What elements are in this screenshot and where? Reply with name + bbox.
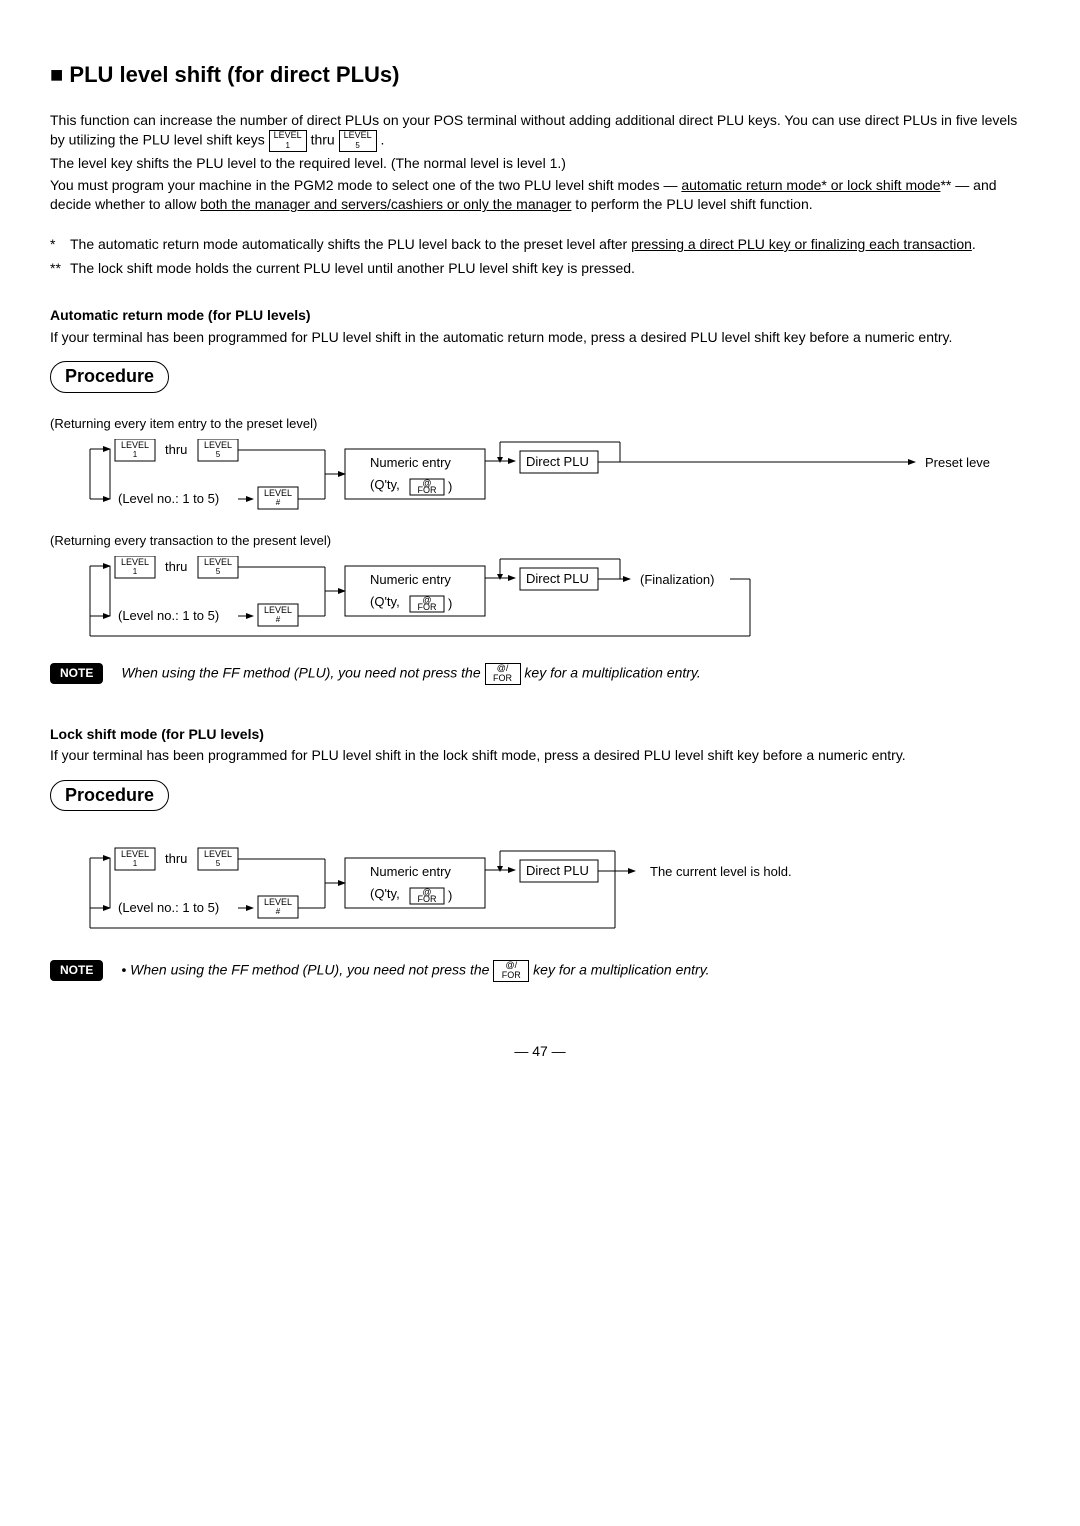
procedure-label-2: Procedure [50, 780, 169, 811]
note-badge-2: NOTE [50, 960, 103, 981]
svg-text:thru: thru [165, 851, 187, 866]
lock-shift-body: If your terminal has been programmed for… [50, 746, 1030, 766]
svg-text:Direct PLU: Direct PLU [526, 571, 589, 586]
svg-text:FOR: FOR [418, 894, 437, 904]
svg-text:#: # [276, 498, 281, 507]
svg-text:(Finalization): (Finalization) [640, 572, 714, 587]
section-title: PLU level shift (for direct PLUs) [50, 60, 1030, 91]
svg-text:(Q'ty,: (Q'ty, [370, 886, 400, 901]
diagram-2: LEVEL 1 thru LEVEL 5 (Level no.: 1 to 5)… [70, 556, 990, 641]
svg-text:Direct PLU: Direct PLU [526, 454, 589, 469]
note-2-text: • When using the FF method (PLU), you ne… [121, 960, 709, 982]
svg-text:Numeric entry: Numeric entry [370, 455, 451, 470]
diagram1-caption: (Returning every item entry to the prese… [50, 415, 1030, 433]
level1-key-icon: LEVEL1 [269, 130, 307, 152]
lock-shift-head: Lock shift mode (for PLU levels) [50, 725, 1030, 745]
svg-text:LEVEL: LEVEL [121, 557, 149, 567]
svg-text:LEVEL: LEVEL [204, 849, 232, 859]
svg-text:LEVEL: LEVEL [264, 488, 292, 498]
auto-return-body: If your terminal has been programmed for… [50, 328, 1030, 348]
intro-p2: The level key shifts the PLU level to th… [50, 154, 1030, 174]
svg-text:Preset level: Preset level [925, 455, 990, 470]
svg-text:): ) [448, 888, 452, 903]
svg-text:(Level no.: 1 to 5): (Level no.: 1 to 5) [118, 608, 219, 623]
intro-p1b: thru [311, 132, 339, 148]
svg-text:The current level is hold.: The current level is hold. [650, 864, 792, 879]
footnote-1: The automatic return mode automatically … [70, 235, 1030, 255]
for-key-icon-2: @/FOR [493, 960, 529, 982]
page-number: — 47 — [50, 1042, 1030, 1062]
svg-text:#: # [276, 615, 281, 624]
svg-text:LEVEL: LEVEL [121, 440, 149, 450]
svg-text:): ) [448, 596, 452, 611]
procedure-label-1: Procedure [50, 361, 169, 392]
svg-text:(Level no.: 1 to 5): (Level no.: 1 to 5) [118, 900, 219, 915]
svg-text:Numeric entry: Numeric entry [370, 864, 451, 879]
footnotes: The automatic return mode automatically … [50, 235, 1030, 278]
intro-p1a: This function can increase the number of… [50, 112, 1017, 148]
svg-text:): ) [448, 479, 452, 494]
svg-text:Numeric entry: Numeric entry [370, 572, 451, 587]
diagram-1: LEVEL 1 thru LEVEL 5 (Level no.: 1 to 5)… [70, 439, 990, 524]
svg-text:LEVEL: LEVEL [121, 849, 149, 859]
note-2: NOTE • When using the FF method (PLU), y… [50, 960, 1030, 982]
auto-return-head: Automatic return mode (for PLU levels) [50, 306, 1030, 326]
footnote-2: The lock shift mode holds the current PL… [70, 259, 1030, 279]
svg-text:FOR: FOR [418, 485, 437, 495]
intro-block: This function can increase the number of… [50, 111, 1030, 215]
intro-p1c: . [381, 132, 385, 148]
note-1: NOTE When using the FF method (PLU), you… [50, 663, 1030, 685]
svg-text:1: 1 [133, 450, 138, 459]
svg-text:5: 5 [216, 450, 221, 459]
svg-text:LEVEL: LEVEL [264, 897, 292, 907]
svg-text:FOR: FOR [418, 602, 437, 612]
diagram2-caption: (Returning every transaction to the pres… [50, 532, 1030, 550]
svg-text:#: # [276, 907, 281, 916]
for-key-icon: @/FOR [485, 663, 521, 685]
svg-text:LEVEL: LEVEL [204, 440, 232, 450]
svg-text:LEVEL: LEVEL [264, 605, 292, 615]
svg-text:5: 5 [216, 567, 221, 576]
svg-text:LEVEL: LEVEL [204, 557, 232, 567]
svg-text:thru: thru [165, 559, 187, 574]
note-badge: NOTE [50, 663, 103, 684]
note-1-text: When using the FF method (PLU), you need… [121, 663, 700, 685]
intro-p3: You must program your machine in the PGM… [50, 176, 1030, 215]
svg-text:5: 5 [216, 859, 221, 868]
svg-text:(Q'ty,: (Q'ty, [370, 594, 400, 609]
svg-text:(Q'ty,: (Q'ty, [370, 477, 400, 492]
level5-key-icon: LEVEL5 [339, 130, 377, 152]
diagram-3: LEVEL 1 thru LEVEL 5 (Level no.: 1 to 5)… [70, 843, 990, 938]
svg-text:(Level no.: 1 to 5): (Level no.: 1 to 5) [118, 491, 219, 506]
svg-text:1: 1 [133, 567, 138, 576]
svg-text:1: 1 [133, 859, 138, 868]
svg-text:Direct PLU: Direct PLU [526, 863, 589, 878]
svg-text:thru: thru [165, 442, 187, 457]
intro-p1: This function can increase the number of… [50, 111, 1030, 152]
